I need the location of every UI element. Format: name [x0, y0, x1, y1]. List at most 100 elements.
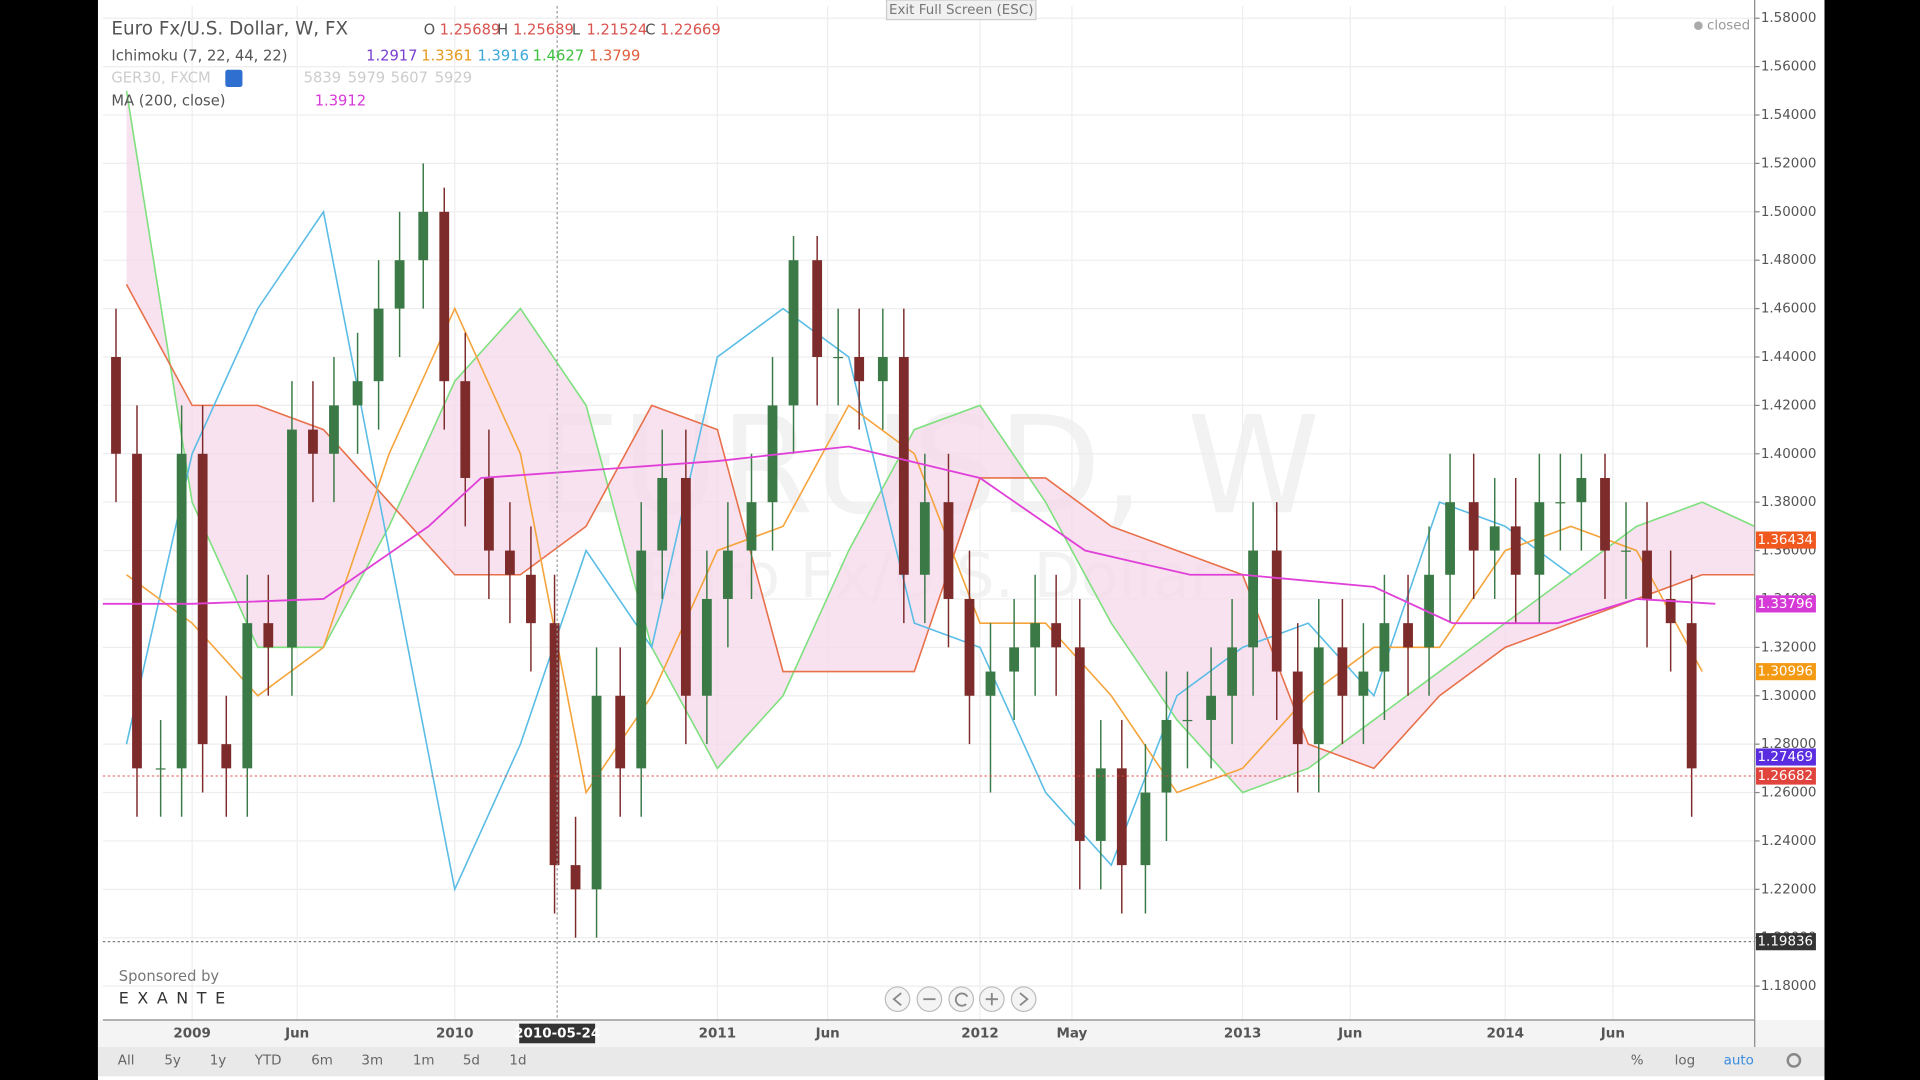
candle-body: [1161, 719, 1172, 793]
candle-body: [263, 623, 274, 648]
candle-body: [1642, 550, 1652, 599]
scale-option[interactable]: %: [1631, 1053, 1644, 1068]
ohlc-key: C: [645, 22, 655, 39]
range-button[interactable]: 5y: [164, 1053, 181, 1068]
candle-body: [373, 308, 384, 382]
y-tick-label: 1.28000: [1761, 737, 1817, 752]
ohlc-value: 1.22669: [660, 22, 721, 39]
candle-body: [701, 598, 712, 696]
candle-body: [526, 574, 536, 624]
candle-body: [1116, 768, 1127, 866]
y-tick-label: 1.42000: [1761, 398, 1817, 413]
indicator-label[interactable]: MA (200, close): [111, 93, 225, 110]
range-button[interactable]: All: [118, 1053, 135, 1068]
y-tick-label: 1.24000: [1761, 834, 1817, 849]
reset-button[interactable]: [948, 986, 975, 1013]
settings-button[interactable]: [1786, 1053, 1802, 1068]
x-tick-label: 2009: [173, 1026, 210, 1041]
y-tick-label: 1.48000: [1761, 253, 1817, 268]
x-tick-label: 2013: [1224, 1026, 1261, 1041]
sponsor-label: Sponsored by: [119, 968, 220, 985]
candle-body: [746, 502, 757, 551]
candle-body: [1074, 647, 1085, 841]
indicator-value: 5979: [348, 69, 385, 86]
candle-body: [1555, 502, 1566, 504]
candle-body: [418, 211, 429, 261]
candle-body: [680, 477, 691, 696]
moving-average: [102, 445, 1716, 625]
candle-body: [877, 356, 888, 382]
scroll-right-button[interactable]: [1010, 986, 1037, 1013]
y-tick-label: 1.56000: [1761, 60, 1817, 75]
candle-body: [1621, 550, 1631, 552]
ohlc-key: H: [497, 22, 508, 39]
candle-body: [1576, 477, 1587, 503]
scale-option[interactable]: log: [1675, 1053, 1696, 1068]
indicator-value: 5607: [391, 69, 428, 86]
candle-body: [1140, 792, 1151, 866]
candle-body: [242, 623, 253, 769]
range-button[interactable]: 1y: [210, 1053, 227, 1068]
y-tick-label: 1.58000: [1761, 11, 1817, 26]
range-button[interactable]: YTD: [254, 1053, 282, 1068]
candle-body: [570, 865, 581, 890]
candle-body: [833, 356, 844, 359]
x-tick-label: 2010: [436, 1026, 473, 1041]
candle-body: [943, 502, 954, 599]
icon: [985, 993, 998, 1006]
range-button[interactable]: 5d: [463, 1053, 480, 1068]
price-badge: [1755, 531, 1816, 549]
icon: [1019, 992, 1029, 1007]
ohlc-value: 1.25689: [440, 22, 501, 39]
scale-option[interactable]: auto: [1724, 1053, 1754, 1068]
indicator-value: 5929: [435, 69, 472, 86]
indicator-value: 5839: [304, 69, 341, 86]
visibility-toggle[interactable]: [225, 69, 243, 87]
indicator-value: 1.4627: [533, 47, 584, 64]
y-tick-label: 1.44000: [1761, 350, 1817, 365]
price-badge: [1755, 767, 1816, 785]
candle-body: [1489, 526, 1500, 551]
status-dot: [1694, 21, 1703, 30]
candle-body: [505, 550, 515, 575]
candle-body: [1534, 502, 1545, 575]
y-tick-label: 1.46000: [1761, 302, 1817, 317]
market-status: closed: [1707, 19, 1750, 34]
candle-body: [1030, 623, 1041, 648]
y-tick-label: 1.52000: [1761, 156, 1817, 171]
price-badge: [1755, 663, 1816, 681]
candle-body: [1686, 623, 1697, 769]
candle-body: [788, 260, 799, 406]
indicator-value: 1.3912: [315, 93, 366, 110]
price-badge-label: 1.26682: [1757, 769, 1813, 784]
scroll-left-button[interactable]: [884, 986, 911, 1013]
indicator-value: 1.3361: [421, 47, 472, 64]
candle-body: [1403, 623, 1413, 648]
range-button[interactable]: 3m: [361, 1053, 383, 1068]
time-axis: [97, 1020, 1825, 1047]
overlay: 1.180001.200001.220001.240001.260001.280…: [173, 11, 1817, 1044]
plot-area: EURUSD, WEuro Fx/U.S. Dollar: [102, 6, 1756, 1020]
indicator-label[interactable]: Ichimoku (7, 22, 44, 22): [111, 47, 287, 64]
indicator-label[interactable]: GER30, FXCM: [111, 69, 210, 86]
x-tick-label: Jun: [1600, 1026, 1625, 1041]
ohlc-key: L: [572, 22, 581, 39]
x-tick-label: May: [1056, 1026, 1087, 1041]
price-badge-label: 1.30996: [1757, 665, 1813, 680]
price-badge: [1755, 748, 1816, 766]
candle-body: [1445, 502, 1455, 575]
range-button[interactable]: 1d: [509, 1053, 526, 1068]
ichimoku-line: [125, 90, 1756, 794]
range-button[interactable]: 6m: [311, 1053, 333, 1068]
candle-body: [657, 477, 668, 551]
y-tick-label: 1.30000: [1761, 689, 1817, 704]
range-button[interactable]: 1m: [413, 1053, 435, 1068]
exit-fullscreen-button[interactable]: [885, 0, 1037, 21]
y-tick-label: 1.38000: [1761, 495, 1817, 510]
ohlc-key: O: [424, 22, 436, 39]
price-badge-label: 1.33796: [1757, 597, 1813, 612]
candle-body: [985, 671, 996, 696]
candle-body: [1271, 550, 1282, 672]
price-badge-label: 1.19836: [1757, 935, 1813, 950]
